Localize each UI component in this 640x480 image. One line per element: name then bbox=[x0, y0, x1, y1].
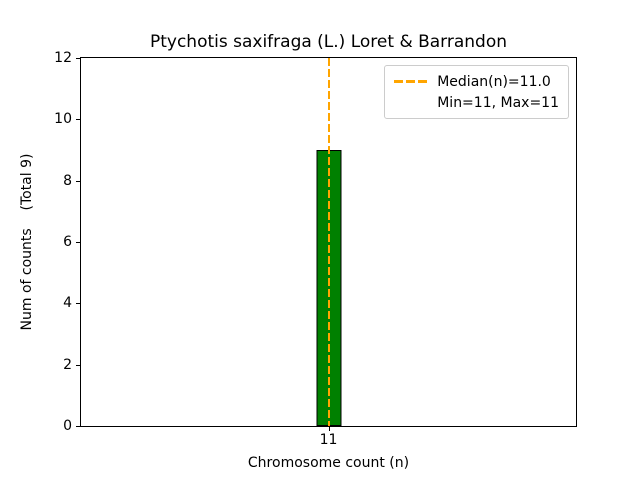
legend: Median(n)=11.0 Min=11, Max=11 bbox=[384, 65, 569, 119]
y-tick-mark bbox=[76, 242, 80, 243]
y-tick-mark bbox=[76, 180, 80, 182]
legend-entry-minmax: Min=11, Max=11 bbox=[394, 92, 559, 113]
legend-median-label: Median(n)=11.0 bbox=[437, 73, 551, 90]
y-tick-label: 2 bbox=[63, 356, 72, 373]
plot-area: Median(n)=11.0 Min=11, Max=11 bbox=[80, 57, 577, 427]
legend-minmax-label: Min=11, Max=11 bbox=[437, 94, 559, 111]
y-tick-mark bbox=[76, 364, 80, 366]
median-dash-swatch-icon bbox=[394, 80, 429, 83]
legend-entry-median: Median(n)=11.0 bbox=[394, 71, 559, 92]
y-tick-label: 12 bbox=[54, 50, 72, 66]
y-tick-label: 0 bbox=[63, 418, 72, 434]
median-line bbox=[327, 58, 330, 426]
y-tick-mark bbox=[76, 303, 80, 305]
x-tick-mark bbox=[328, 427, 330, 431]
chart-title: Ptychotis saxifraga (L.) Loret & Barrand… bbox=[149, 32, 508, 52]
y-tick-label: 10 bbox=[54, 111, 72, 128]
y-tick-mark bbox=[76, 119, 80, 121]
y-tick-label: 8 bbox=[63, 172, 72, 189]
y-tick-mark bbox=[76, 426, 80, 427]
y-tick-label: 4 bbox=[63, 295, 72, 312]
x-axis-label: Chromosome count (n) bbox=[247, 455, 410, 471]
legend-swatch-spacer bbox=[394, 101, 428, 104]
x-tick-label: 11 bbox=[319, 432, 338, 448]
y-tick-label: 6 bbox=[63, 234, 72, 250]
y-tick-mark bbox=[76, 58, 80, 59]
